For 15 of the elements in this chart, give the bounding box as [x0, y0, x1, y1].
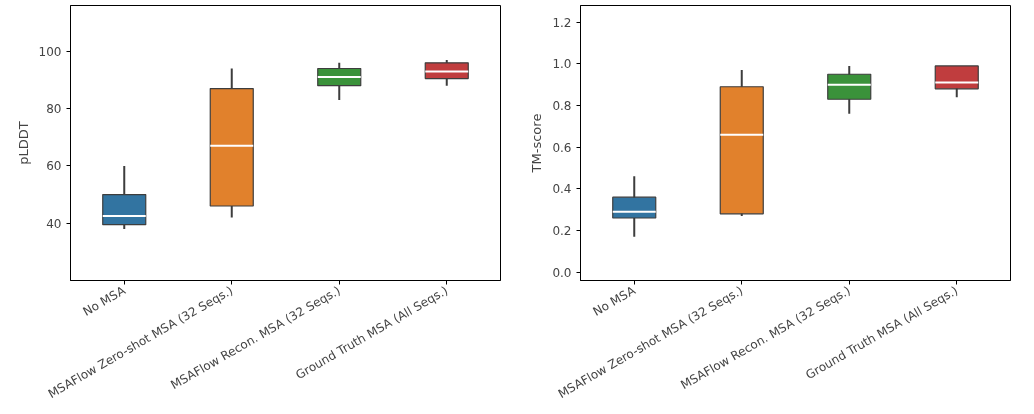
- y-tick-label: 0.4: [552, 182, 572, 197]
- x-tick-label: No MSA: [590, 283, 639, 319]
- y-tick-label: 100: [38, 44, 62, 59]
- x-tick-label: No MSA: [80, 283, 129, 319]
- y-axis-title: pLDDT: [15, 121, 31, 165]
- y-tick-label: 0.6: [552, 140, 572, 155]
- y-tick-label: 80: [46, 102, 62, 117]
- y-tick-label: 0.8: [552, 99, 572, 113]
- y-tick-label: 1.2: [552, 15, 572, 30]
- y-axis-title: TM-score: [529, 113, 545, 174]
- y-tick-label: 60: [46, 159, 62, 174]
- y-tick-label: 0.2: [552, 224, 572, 238]
- y-tick-label: 0.0: [552, 265, 572, 280]
- y-tick-label: 40: [46, 216, 62, 231]
- y-tick-label: 1.0: [552, 57, 572, 72]
